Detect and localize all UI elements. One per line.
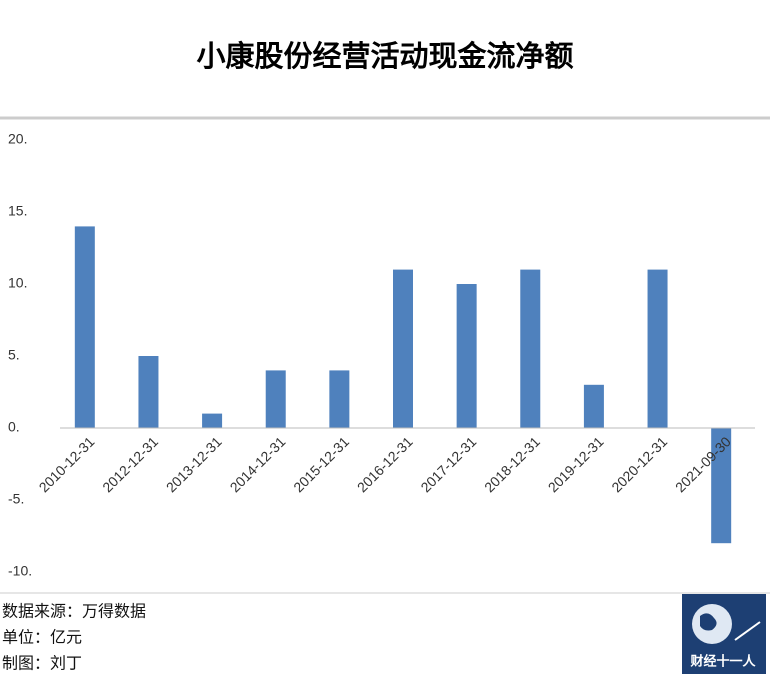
bar <box>711 428 732 544</box>
x-tick-label: 2017-12-31 <box>417 433 479 495</box>
y-tick-label: 15. <box>8 203 27 219</box>
bar <box>393 269 413 428</box>
y-tick-label: -10. <box>8 563 32 579</box>
bar <box>583 384 604 428</box>
x-tick-label: 2019-12-31 <box>545 433 607 495</box>
logo: 财经十一人 <box>682 594 766 674</box>
x-tick-label: 2018-12-31 <box>481 433 543 495</box>
y-tick-label: 0. <box>8 419 20 435</box>
x-tick-label: 2016-12-31 <box>354 433 416 495</box>
source: 数据来源：万得数据 <box>2 602 146 621</box>
unit: 单位：亿元 <box>2 628 82 647</box>
logo-stroke <box>734 621 761 641</box>
bar <box>74 226 95 428</box>
bar <box>520 269 541 428</box>
bar <box>456 284 477 428</box>
x-tick-label: 2014-12-31 <box>227 433 289 495</box>
x-tick-label: 2013-12-31 <box>163 433 225 495</box>
logo-land <box>700 613 717 631</box>
y-tick-label: 20. <box>8 131 27 147</box>
chart-title: 小康股份经营活动现金流净额 <box>196 39 573 73</box>
x-tick-label: 2010-12-31 <box>36 433 98 495</box>
author: 制图：刘丁 <box>2 654 82 673</box>
bar <box>202 413 223 428</box>
y-tick-label: 10. <box>8 275 27 291</box>
y-tick-label: 5. <box>8 347 20 363</box>
x-tick-label: 2012-12-31 <box>99 433 161 495</box>
y-tick-label: -5. <box>8 491 24 507</box>
logo-text: 财经十一人 <box>690 654 756 670</box>
bar <box>329 370 350 428</box>
bar <box>647 269 668 428</box>
bar <box>138 356 159 428</box>
bar <box>265 370 286 428</box>
x-tick-label: 2015-12-31 <box>290 433 352 495</box>
x-tick-label: 2020-12-31 <box>608 433 670 495</box>
